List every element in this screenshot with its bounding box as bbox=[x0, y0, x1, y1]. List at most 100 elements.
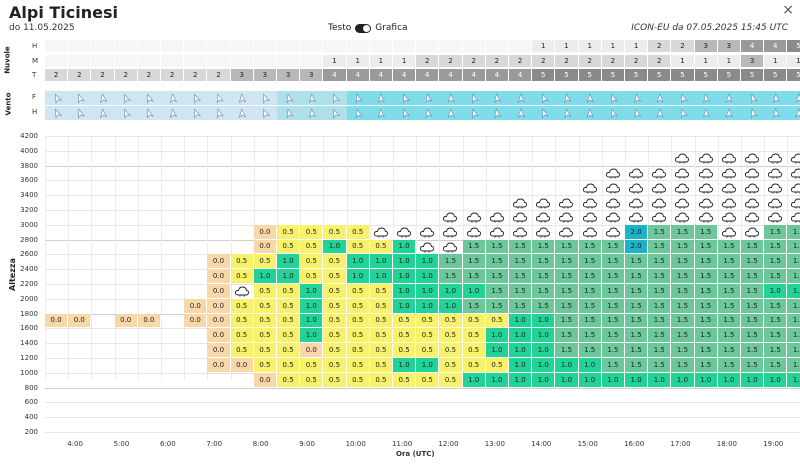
thermal-value-cell: 0.5 bbox=[369, 372, 392, 387]
thermal-value-cell: 1.5 bbox=[694, 298, 717, 313]
thermal-value-cell: 1.0 bbox=[555, 372, 578, 387]
view-toggle-switch[interactable] bbox=[355, 23, 372, 33]
thermal-value-cell: 1.5 bbox=[671, 269, 694, 283]
wind-arrow-icon bbox=[114, 106, 138, 120]
thermal-value-cell: 1.0 bbox=[509, 328, 532, 343]
cloud-icon bbox=[625, 210, 647, 224]
cloud-cell bbox=[346, 40, 369, 52]
wind-arrow-icon bbox=[416, 106, 440, 120]
thermal-value-cell: 1.5 bbox=[555, 269, 578, 283]
thermal-value-cell: 1.0 bbox=[323, 239, 346, 254]
wind-arrow-icon bbox=[323, 91, 347, 105]
thermal-value-cell: 1.5 bbox=[625, 254, 648, 269]
cloud-cell: 5 bbox=[648, 69, 671, 81]
cloud-cell: 2 bbox=[114, 69, 137, 81]
page-title: Alpi Ticinesi bbox=[9, 3, 118, 22]
grid-column-line bbox=[184, 136, 186, 381]
thermal-value-cell: 0.5 bbox=[485, 358, 508, 372]
thermal-value-cell: 1.5 bbox=[648, 269, 671, 283]
toggle-label-graphic[interactable]: Grafica bbox=[375, 23, 408, 33]
wind-arrow-icon bbox=[393, 91, 417, 105]
thermal-value-cell: 0.0 bbox=[300, 343, 323, 357]
cloud-cell: 2 bbox=[509, 55, 532, 67]
cloud-cell: 5 bbox=[764, 69, 787, 81]
x-tick-label: 10:00 bbox=[345, 440, 366, 448]
thermal-value-cell: 0.5 bbox=[230, 298, 253, 313]
cloud-cell: 4 bbox=[741, 40, 764, 52]
cloud-icon bbox=[532, 225, 554, 239]
model-info: ICON-EU da 07.05.2025 15:45 UTC bbox=[631, 23, 788, 33]
grid-line bbox=[45, 432, 800, 433]
cloud-row-label: M bbox=[32, 57, 39, 65]
cloud-cell bbox=[45, 55, 68, 67]
grid-line bbox=[45, 136, 800, 137]
thermal-value-cell: 1.5 bbox=[764, 313, 787, 328]
thermal-value-cell: 0.0 bbox=[253, 239, 276, 254]
cloud-icon bbox=[370, 225, 392, 239]
cloud-cell: 2 bbox=[137, 69, 160, 81]
wind-arrow-icon bbox=[764, 106, 788, 120]
cloud-icon bbox=[671, 195, 693, 209]
grid-column-line bbox=[137, 136, 139, 381]
thermal-value-cell: 0.5 bbox=[369, 343, 392, 357]
thermal-value-cell: 1.5 bbox=[509, 269, 532, 283]
y-tick-label: 3800 bbox=[20, 161, 38, 170]
cloud-cell: 1 bbox=[393, 55, 416, 67]
thermal-value-cell: 1.5 bbox=[694, 358, 717, 372]
wind-arrow-icon bbox=[68, 106, 92, 120]
x-tick-label: 9:00 bbox=[299, 440, 315, 448]
cloud-icon bbox=[787, 151, 800, 165]
thermal-value-cell: 1.0 bbox=[439, 284, 462, 298]
thermal-value-cell: 0.5 bbox=[346, 298, 369, 313]
thermal-value-cell: 1.5 bbox=[694, 328, 717, 343]
thermal-value-cell: 1.5 bbox=[648, 254, 671, 269]
toggle-label-text[interactable]: Testo bbox=[328, 23, 352, 33]
thermal-value-cell: 1.0 bbox=[346, 269, 369, 283]
thermal-value-cell: 1.5 bbox=[578, 254, 601, 269]
view-toggle[interactable]: Testo Grafica bbox=[328, 23, 408, 33]
cloud-icon bbox=[648, 166, 670, 180]
thermal-value-cell: 0.5 bbox=[369, 328, 392, 343]
thermal-value-cell: 1.5 bbox=[671, 313, 694, 328]
wind-arrow-icon bbox=[601, 106, 625, 120]
thermal-value-cell: 1.5 bbox=[787, 254, 800, 269]
thermal-value-cell: 1.0 bbox=[439, 298, 462, 313]
cloud-cell: 1 bbox=[578, 40, 601, 52]
thermal-value-cell: 0.0 bbox=[184, 313, 207, 328]
cloud-icon bbox=[602, 166, 624, 180]
thermal-value-cell: 1.0 bbox=[578, 358, 601, 372]
cloud-icon bbox=[787, 210, 800, 224]
cloud-icon bbox=[718, 210, 740, 224]
thermal-value-cell: 0.5 bbox=[277, 313, 300, 328]
cloud-icon bbox=[671, 210, 693, 224]
grid-line bbox=[45, 402, 800, 404]
thermal-value-cell: 1.5 bbox=[555, 254, 578, 269]
cloud-icon bbox=[532, 210, 554, 224]
cloud-cell: 2 bbox=[648, 40, 671, 52]
thermal-value-cell: 1.5 bbox=[717, 343, 740, 357]
grid-line bbox=[45, 180, 800, 182]
wind-arrow-icon bbox=[555, 106, 579, 120]
thermal-value-cell: 2.0 bbox=[625, 239, 648, 254]
thermal-value-cell: 1.5 bbox=[578, 313, 601, 328]
thermal-value-cell: 0.5 bbox=[323, 254, 346, 269]
thermal-value-cell: 1.0 bbox=[300, 328, 323, 343]
thermal-value-cell: 1.5 bbox=[694, 343, 717, 357]
thermal-value-cell: 1.0 bbox=[416, 254, 439, 269]
thermal-value-cell: 0.5 bbox=[253, 313, 276, 328]
cloud-icon bbox=[741, 180, 763, 194]
wind-arrow-icon bbox=[439, 106, 463, 120]
wind-arrow-icon bbox=[369, 106, 393, 120]
cloud-row-label: H bbox=[32, 42, 38, 50]
cloud-cell bbox=[114, 40, 137, 52]
x-tick-label: 6:00 bbox=[160, 440, 176, 448]
thermal-value-cell: 1.0 bbox=[393, 298, 416, 313]
thermal-value-cell: 1.5 bbox=[787, 269, 800, 283]
thermal-value-cell: 0.5 bbox=[369, 298, 392, 313]
thermal-value-cell: 0.5 bbox=[253, 298, 276, 313]
cloud-cell: 3 bbox=[230, 69, 253, 81]
cloud-icon bbox=[625, 166, 647, 180]
thermal-value-cell: 1.5 bbox=[532, 239, 555, 254]
close-icon[interactable]: × bbox=[782, 2, 794, 18]
thermal-value-cell: 0.0 bbox=[68, 313, 91, 328]
